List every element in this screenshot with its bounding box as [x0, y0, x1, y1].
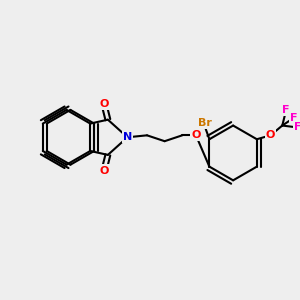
Text: F: F	[290, 113, 298, 123]
Text: N: N	[123, 132, 132, 142]
Text: Br: Br	[198, 118, 212, 128]
Text: F: F	[282, 105, 290, 115]
Text: O: O	[99, 166, 109, 176]
Text: F: F	[294, 122, 300, 133]
Text: O: O	[266, 130, 275, 140]
Text: O: O	[191, 130, 201, 140]
Text: O: O	[99, 99, 109, 109]
